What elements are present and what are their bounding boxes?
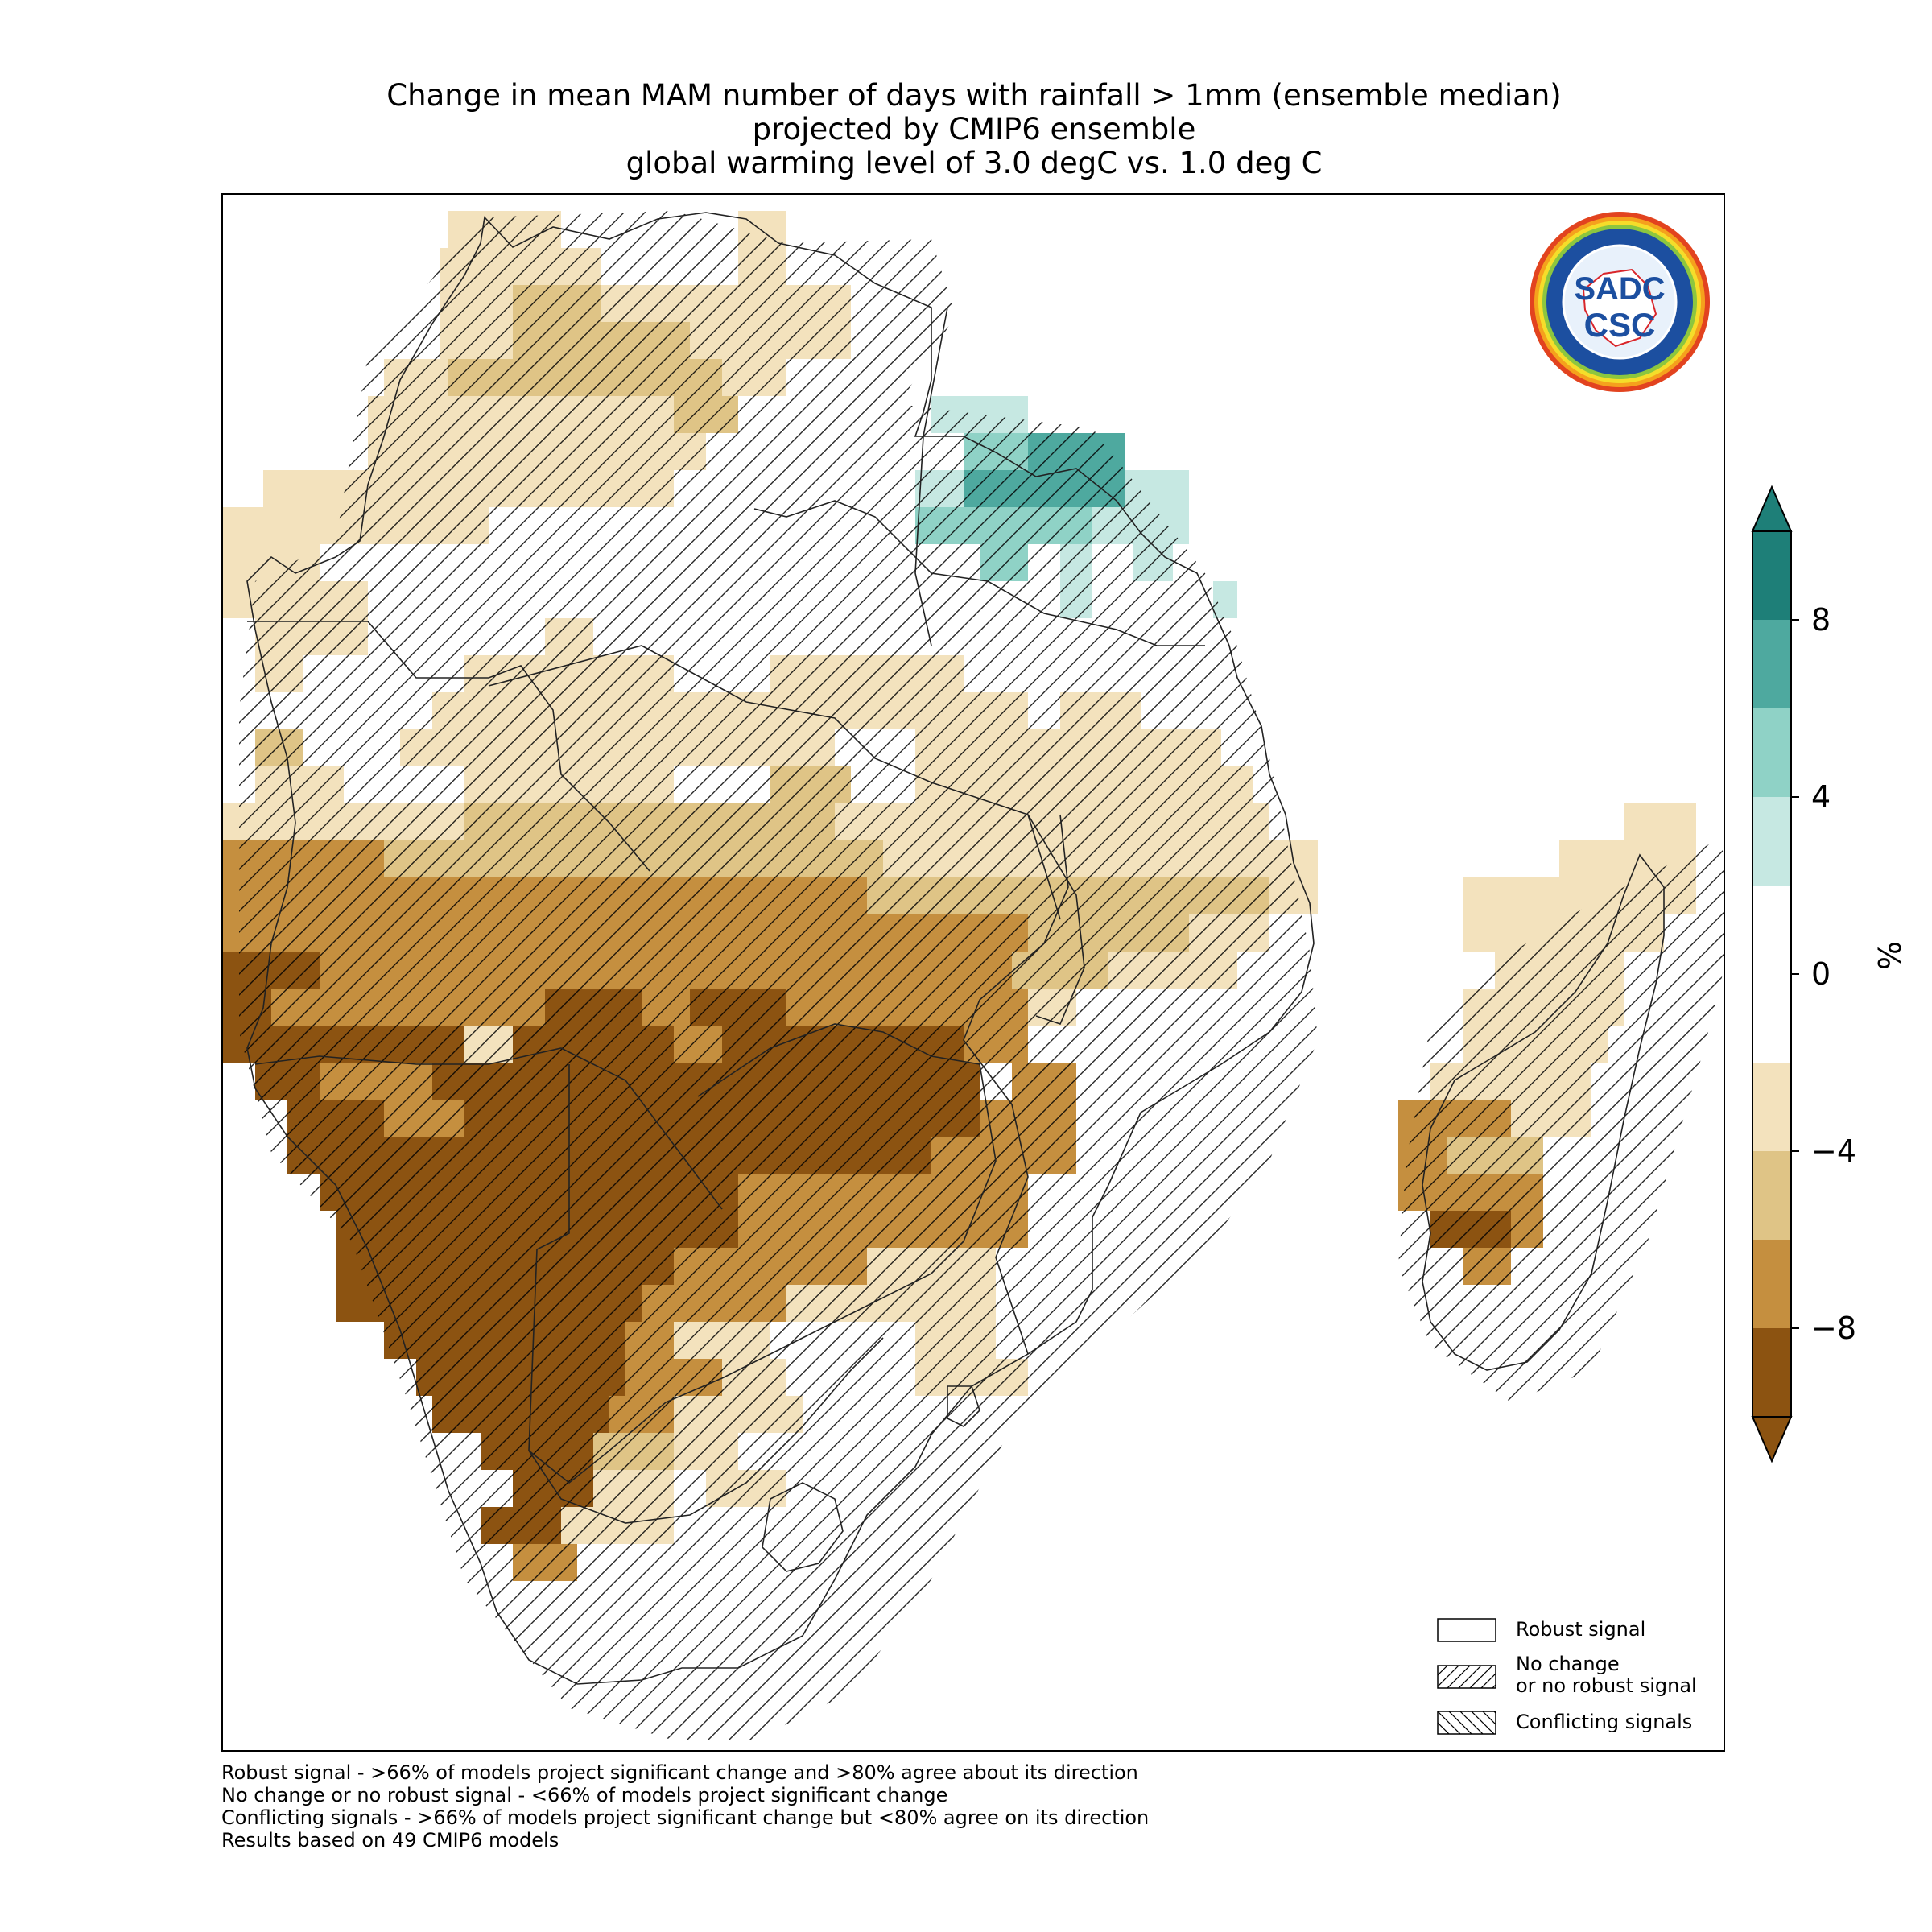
colorbar-tick-label: −8 <box>1811 1311 1857 1346</box>
legend-label-no-change-line1: No change <box>1516 1653 1620 1675</box>
colorbar-unit-label: % <box>1872 940 1908 970</box>
colorbar-extend-bottom <box>1751 1416 1793 1463</box>
border-zimbabwe <box>697 1023 997 1315</box>
border-lesotho <box>762 1482 844 1572</box>
legend-label-conflicting: Conflicting signals <box>1516 1711 1693 1733</box>
legend-swatch-robust <box>1437 1618 1496 1642</box>
colorbar-bin <box>1752 797 1791 886</box>
grid-cell <box>1624 803 1696 840</box>
colorbar-tick-label: 8 <box>1811 602 1831 638</box>
map-panel <box>221 193 1725 1752</box>
colorbar-extend-top <box>1751 485 1793 532</box>
colorbar-bin <box>1752 1063 1791 1151</box>
colorbar-bin <box>1752 1240 1791 1328</box>
footnote-conflicting: Conflicting signals - >66% of models pro… <box>221 1806 1150 1829</box>
border-eswatini <box>947 1385 980 1427</box>
colorbar-bin <box>1752 886 1791 1063</box>
chart-title-line2: projected by CMIP6 ensemble <box>752 112 1196 147</box>
border-malawi <box>1027 814 1085 1025</box>
logo-letters-top: SADC <box>1574 271 1665 307</box>
colorbar-bin <box>1752 531 1791 620</box>
colorbar-tick-label: 4 <box>1811 779 1831 815</box>
colorbar-bin <box>1752 708 1791 797</box>
legend-label-no-change-line2: or no robust signal <box>1516 1674 1697 1697</box>
border-south-africa <box>528 1337 884 1524</box>
chart-title-line3: global warming level of 3.0 degC vs. 1.0… <box>625 146 1323 180</box>
colorbar: 8 4 0 −4 −8 <box>1743 483 1856 1476</box>
colorbar-tick-label: −4 <box>1811 1133 1857 1169</box>
legend-label-robust: Robust signal <box>1516 1618 1646 1641</box>
border-zambia <box>488 645 1061 920</box>
chart-title-line1: Change in mean MAM number of days with r… <box>386 78 1562 113</box>
grid-cell <box>223 507 344 544</box>
map-canvas <box>223 211 1724 1740</box>
colorbar-bin <box>1752 1151 1791 1240</box>
border-botswana <box>528 1064 852 1484</box>
border-drc-east <box>914 307 948 646</box>
sadc-csc-logo: SADC CSC <box>1530 212 1710 392</box>
coastline-madagascar <box>1422 853 1665 1371</box>
border-angola <box>247 621 650 872</box>
footnote-robust: Robust signal - >66% of models project s… <box>221 1761 1138 1784</box>
colorbar-tick-label: 0 <box>1811 956 1831 992</box>
legend-swatch-conflicting <box>1437 1711 1496 1735</box>
country-borders <box>246 212 1665 1685</box>
border-namibia <box>254 1047 723 1210</box>
colorbar-bar <box>1751 485 1799 1463</box>
legend-swatch-no-change <box>1437 1665 1496 1689</box>
footnote-no-change: No change or no robust signal - <66% of … <box>221 1784 948 1806</box>
footnote-models: Results based on 49 CMIP6 models <box>221 1829 559 1852</box>
logo-letters-bottom: CSC <box>1584 306 1656 344</box>
border-mozambique <box>963 814 1069 1355</box>
colorbar-bin <box>1752 620 1791 708</box>
border-tanzania <box>753 500 1205 646</box>
colorbar-bin <box>1752 1328 1791 1417</box>
hatch-layer <box>239 211 1724 1740</box>
